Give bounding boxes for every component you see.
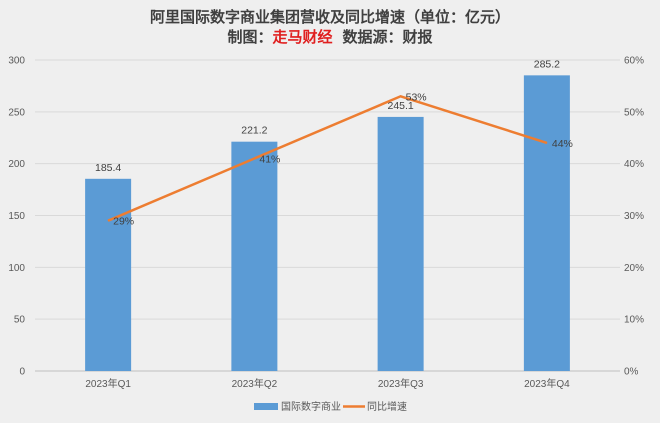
gridlines [35, 59, 620, 372]
bar-label: 221.2 [241, 125, 267, 137]
y-left-tick: 300 [8, 56, 25, 67]
left-axis: 0 50 100 150 200 250 300 [8, 56, 25, 378]
subtitle-brand: 走马财经 [272, 28, 332, 46]
line-label: 53% [406, 91, 427, 103]
x-tick: 2023年Q1 [85, 377, 131, 390]
bar [231, 141, 278, 371]
line-label: 29% [113, 216, 134, 228]
y-left-tick: 50 [14, 315, 26, 326]
x-tick: 2023年Q4 [524, 377, 570, 390]
line-point [546, 142, 548, 144]
legend-swatch-bar [254, 403, 278, 410]
subtitle-prefix: 制图： [227, 28, 272, 46]
line-point [253, 157, 255, 159]
line-label: 44% [552, 138, 573, 150]
legend[interactable]: 国际数字商业 同比增速 [254, 400, 407, 413]
chart-title: 阿里国际数字商业集团营收及同比增速（单位：亿元） [150, 8, 510, 26]
legend-label-line: 同比增速 [367, 400, 407, 413]
line-point [400, 95, 402, 97]
line-path [107, 94, 548, 222]
y-left-tick: 150 [8, 211, 25, 222]
x-tick: 2023年Q3 [378, 377, 424, 390]
y-left-tick: 200 [8, 159, 25, 170]
y-right-tick: 30% [624, 211, 644, 222]
y-right-tick: 60% [624, 56, 644, 67]
legend-label-bar: 国际数字商业 [281, 400, 341, 413]
y-right-tick: 20% [624, 263, 644, 274]
bar-label: 185.4 [95, 162, 121, 174]
bar [377, 116, 424, 372]
y-left-tick: 100 [8, 263, 25, 274]
y-right-tick: 40% [624, 159, 644, 170]
y-right-tick: 10% [624, 315, 644, 326]
y-left-tick: 250 [8, 107, 25, 118]
x-axis: 2023年Q1 2023年Q2 2023年Q3 2023年Q4 [85, 377, 570, 390]
x-tick: 2023年Q2 [232, 377, 278, 390]
line-point [107, 220, 109, 222]
line-label: 41% [259, 153, 280, 165]
chart-subtitle: 制图：走马财经 数据源：财报 [227, 28, 432, 46]
y-right-tick: 0% [624, 367, 639, 378]
bar-label: 245.1 [387, 100, 413, 112]
bar-label: 285.2 [534, 58, 560, 70]
line-series: 29% 41% 53% 44% [107, 91, 573, 228]
bar-series: 185.4 221.2 245.1 285.2 [85, 58, 570, 372]
y-right-tick: 50% [624, 107, 644, 118]
bar [85, 178, 132, 371]
y-left-tick: 0 [19, 367, 25, 378]
subtitle-source: 数据源：财报 [343, 28, 433, 46]
bar [523, 75, 570, 372]
right-axis: 0% 10% 20% 30% 40% 50% 60% [624, 56, 644, 378]
